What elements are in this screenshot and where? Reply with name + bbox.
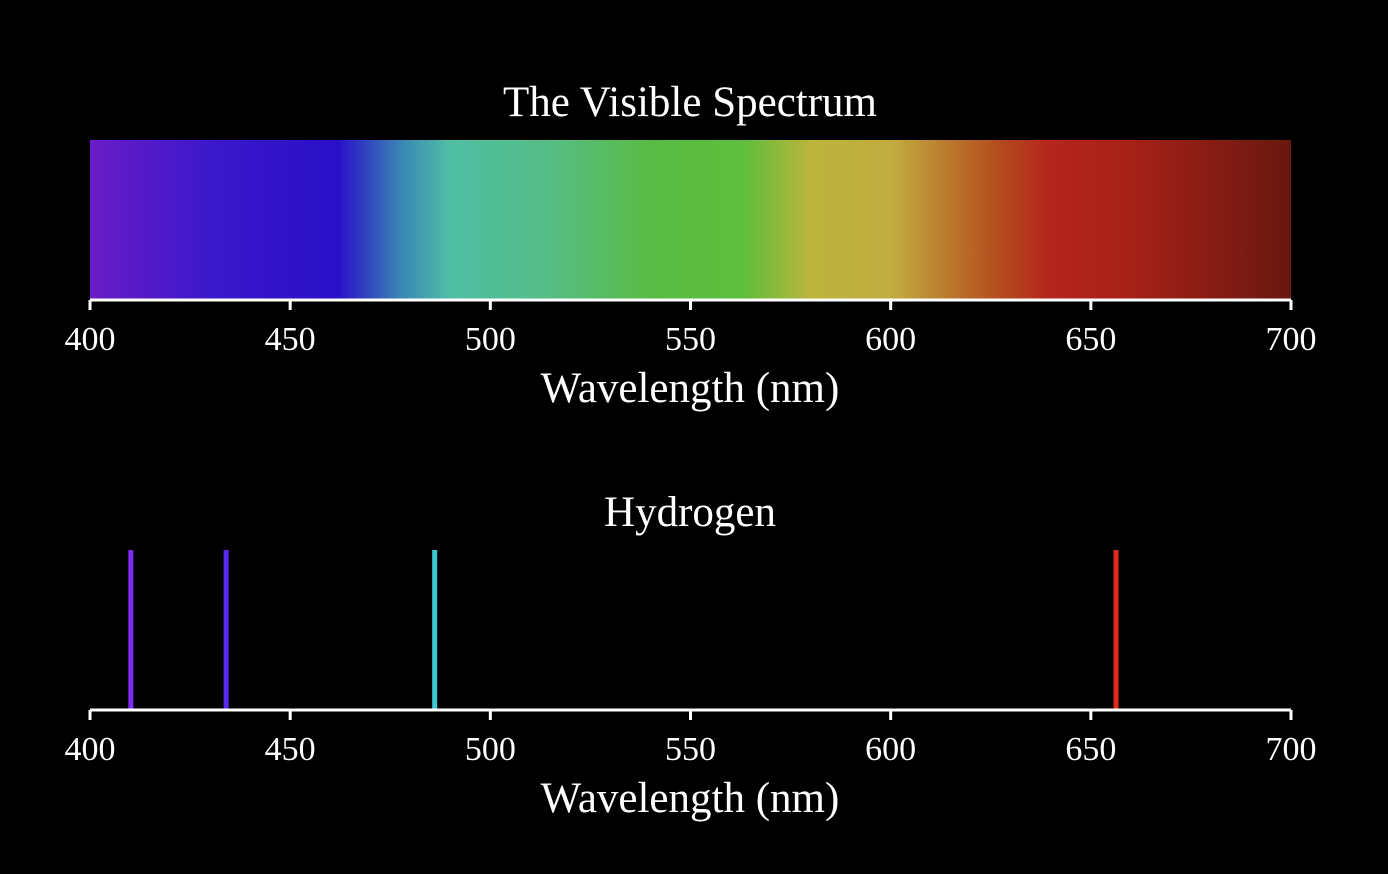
x-tick-label: 650 [1065, 321, 1116, 358]
spectrum-gradient-bar [90, 140, 1291, 299]
visible-spectrum-panel: The Visible Spectrum 400 450 500 550 600 650 7… [65, 79, 1317, 412]
hydrogen-x-axis-label: Wavelength (nm) [541, 775, 840, 822]
hydrogen-emission-lines [128, 550, 1119, 709]
x-tick-label: 500 [465, 321, 516, 358]
hydrogen-title: Hydrogen [604, 489, 776, 536]
visible-spectrum-x-axis-label: Wavelength (nm) [541, 365, 840, 412]
x-tick-label: 400 [65, 321, 116, 358]
x-tick-label: 550 [665, 731, 716, 768]
visible-spectrum-title: The Visible Spectrum [503, 79, 877, 126]
x-tick-label: 550 [665, 321, 716, 358]
x-tick-label: 600 [865, 321, 916, 358]
x-tick-label: 600 [865, 731, 916, 768]
x-tick-label: 650 [1065, 731, 1116, 768]
hydrogen-x-axis: 400 450 500 550 600 650 700 [65, 708, 1317, 768]
x-tick-label: 500 [465, 731, 516, 768]
x-tick-label: 450 [265, 321, 316, 358]
visible-spectrum-x-axis: 400 450 500 550 600 650 700 [65, 298, 1317, 358]
hydrogen-panel: Hydrogen 400 450 500 550 600 650 700 Wavelengt… [65, 489, 1317, 822]
x-tick-label: 700 [1266, 731, 1317, 768]
x-tick-label: 400 [65, 731, 116, 768]
x-tick-label: 700 [1266, 321, 1317, 358]
x-tick-label: 450 [265, 731, 316, 768]
